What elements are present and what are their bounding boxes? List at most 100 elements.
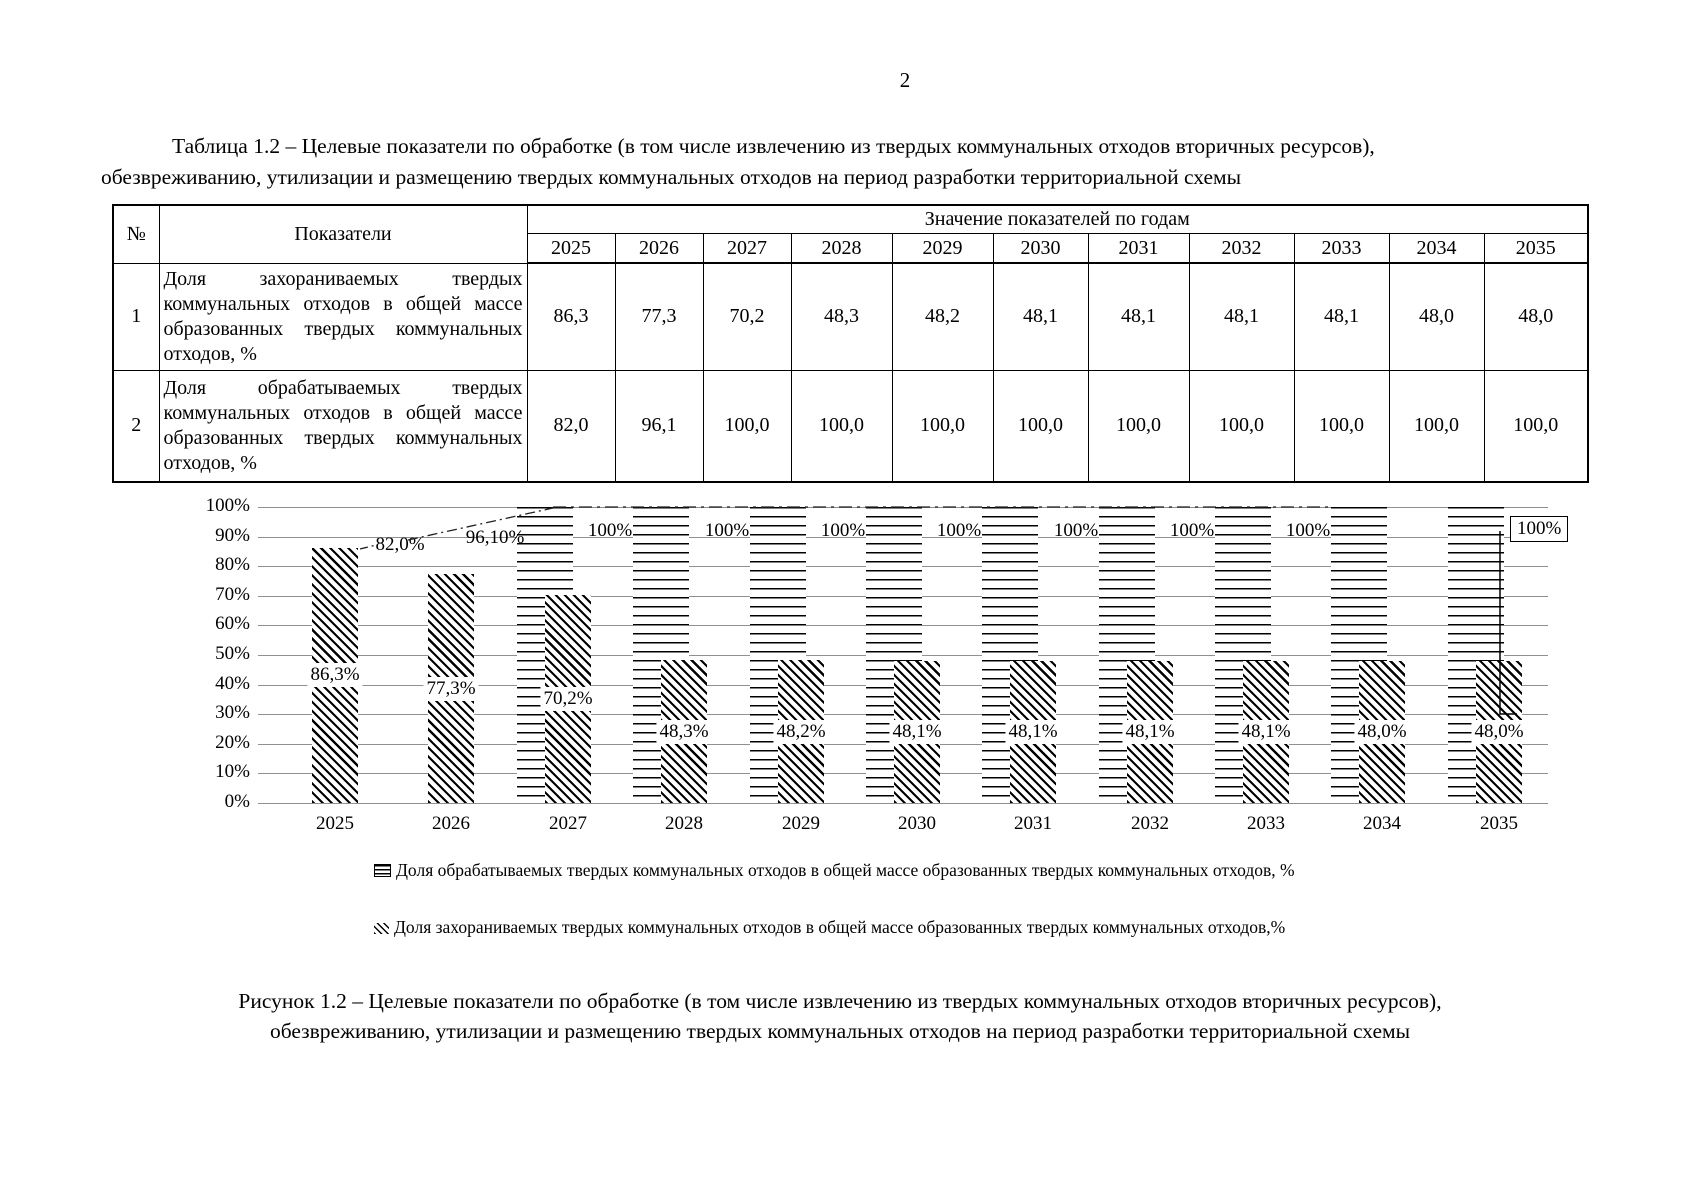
- y-axis-tick-60%: 60%: [215, 613, 250, 635]
- bar-processed-2029: [750, 507, 806, 803]
- x-axis-label-2033: 2033: [1247, 813, 1285, 834]
- value-cell-2026: 77,3: [614, 262, 704, 371]
- bar-buried-2034: [1359, 660, 1405, 803]
- legend-swatch-diagonal-hatch-icon: [374, 923, 389, 934]
- legend-swatch-horizontal-lines-icon: [374, 864, 391, 877]
- x-axis-label-2027: 2027: [549, 813, 587, 834]
- row-number: 1: [112, 262, 160, 371]
- year-header-2027: 2027: [702, 233, 792, 264]
- year-header-2025: 2025: [526, 233, 616, 264]
- label-processed-2032: 100%: [1053, 520, 1099, 541]
- value-cell-2025: 86,3: [526, 262, 616, 371]
- value-cell-2030: 100,0: [992, 369, 1089, 483]
- bar-buried-2030: [894, 660, 940, 803]
- label-processed-2028: 100%: [587, 520, 633, 541]
- bar-processed-2035: [1448, 507, 1504, 803]
- legend-label: Доля обрабатываемых твердых коммунальных…: [396, 860, 1295, 880]
- table-row-buried-share: 1 Доля захораниваемых твердых коммунальн…: [112, 262, 1589, 371]
- gridline-30%: [258, 714, 1548, 716]
- col-header-indicator: Показатели: [158, 204, 528, 264]
- x-axis-label-2035: 2035: [1480, 813, 1518, 834]
- year-header-2029: 2029: [891, 233, 994, 264]
- label-buried-2026: 77,3%: [423, 676, 479, 701]
- year-header-2028: 2028: [790, 233, 893, 264]
- label-processed-2026: 96,10%: [465, 527, 525, 548]
- year-header-2032: 2032: [1188, 233, 1295, 264]
- y-axis-tick-20%: 20%: [215, 731, 250, 753]
- value-cell-2027: 70,2: [702, 262, 792, 371]
- value-cell-2027: 100,0: [702, 369, 792, 483]
- col-header-values: Значение показателей по годам: [526, 204, 1589, 234]
- bar-processed-2034: [1331, 507, 1387, 803]
- y-axis-tick-80%: 80%: [215, 554, 250, 576]
- label-buried-2032: 48,1%: [1122, 719, 1178, 744]
- gridline-90%: [258, 536, 1548, 538]
- label-buried-2031: 48,1%: [1005, 719, 1061, 744]
- bar-buried-2027: [545, 595, 591, 803]
- gridline-100%: [258, 507, 1548, 508]
- figure-caption-line2: обезвреживанию, утилизации и размещению …: [269, 1019, 1411, 1043]
- gridline-80%: [258, 566, 1548, 568]
- x-axis-label-2034: 2034: [1363, 813, 1401, 834]
- page-number: 2: [899, 68, 911, 92]
- gridline-70%: [258, 595, 1548, 597]
- bar-buried-2035: [1476, 660, 1522, 803]
- label-buried-2030: 48,1%: [889, 719, 945, 744]
- bar-buried-2028: [661, 660, 707, 803]
- value-cell-2033: 48,1: [1293, 262, 1390, 371]
- label-buried-2029: 48,2%: [773, 719, 829, 744]
- label-processed-2034: 100%: [1285, 520, 1331, 541]
- gridline-50%: [258, 655, 1548, 656]
- label-buried-2035: 48,0%: [1471, 719, 1527, 744]
- x-axis-label-2031: 2031: [1014, 813, 1052, 834]
- year-header-2031: 2031: [1087, 233, 1190, 264]
- gridline-40%: [258, 684, 1548, 686]
- year-header-2035: 2035: [1483, 233, 1589, 264]
- y-axis-tick-100%: 100%: [205, 495, 250, 516]
- row-indicator: Доля обрабатываемых твердых коммунальных…: [158, 369, 528, 483]
- bar-buried-2026: [428, 574, 474, 803]
- year-header-2033: 2033: [1293, 233, 1390, 264]
- table-row-processed-share: 2 Доля обрабатываемых твердых коммунальн…: [112, 369, 1589, 483]
- label-processed-2035: 100%: [1510, 516, 1569, 542]
- figure-caption-line1: Рисунок 1.2 – Целевые показатели по обра…: [238, 989, 1442, 1013]
- y-axis-tick-40%: 40%: [215, 672, 250, 694]
- year-header-2026: 2026: [614, 233, 704, 264]
- y-axis-tick-30%: 30%: [215, 702, 250, 724]
- value-cell-2035: 48,0: [1483, 262, 1589, 371]
- label-processed-2029: 100%: [704, 520, 750, 541]
- gridline-20%: [258, 743, 1548, 745]
- x-axis-label-2032: 2032: [1131, 813, 1169, 834]
- value-cell-2033: 100,0: [1293, 369, 1390, 483]
- gridline-0%: [258, 803, 1548, 804]
- value-cell-2034: 48,0: [1388, 262, 1485, 371]
- value-cell-2032: 48,1: [1188, 262, 1295, 371]
- col-header-num: №: [112, 204, 160, 264]
- figure-caption: Рисунок 1.2 – Целевые показатели по обра…: [110, 986, 1570, 1046]
- bar-buried-2033: [1243, 660, 1289, 803]
- x-axis-label-2029: 2029: [782, 813, 820, 834]
- bar-buried-2032: [1127, 660, 1173, 803]
- label-processed-2031: 100%: [936, 520, 982, 541]
- label-buried-2028: 48,3%: [656, 719, 712, 744]
- value-cell-2031: 100,0: [1087, 369, 1190, 483]
- y-axis-tick-90%: 90%: [215, 524, 250, 546]
- label-buried-2033: 48,1%: [1238, 719, 1294, 744]
- value-cell-2025: 82,0: [526, 369, 616, 483]
- bar-processed-2030: [866, 507, 922, 803]
- value-cell-2028: 48,3: [790, 262, 893, 371]
- bar-processed-2032: [1099, 507, 1155, 803]
- value-cell-2028: 100,0: [790, 369, 893, 483]
- bar-processed-2027: [517, 507, 573, 803]
- bar-processed-2031: [982, 507, 1038, 803]
- bar-buried-2031: [1010, 660, 1056, 803]
- bar-processed-2028: [633, 507, 689, 803]
- indicators-table: № Показатели Значение показателей по год…: [112, 204, 1590, 483]
- table-title-line2: обезвреживанию, утилизации и размещению …: [101, 165, 1242, 189]
- legend-item-buried: Доля захораниваемых твердых коммунальных…: [374, 917, 1285, 938]
- label-processed-2033: 100%: [1169, 520, 1215, 541]
- table-title-line1: Таблица 1.2 – Целевые показатели по обра…: [172, 134, 1375, 158]
- y-axis-tick-0%: 0%: [224, 791, 250, 812]
- x-axis-label-2030: 2030: [898, 813, 936, 834]
